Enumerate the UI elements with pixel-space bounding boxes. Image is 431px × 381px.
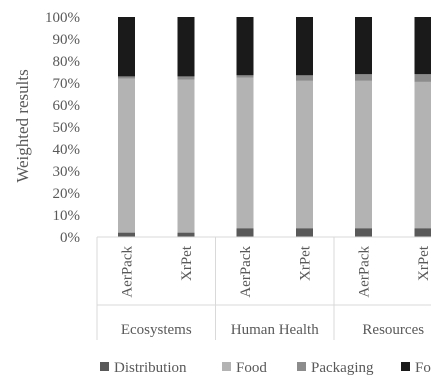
- x-group-label: Resources: [362, 322, 424, 338]
- y-tick-label: 60%: [53, 98, 81, 114]
- bar-segment-distribution: [177, 232, 195, 237]
- bar-segment-distribution: [414, 228, 431, 237]
- y-tick-label: 70%: [53, 76, 81, 92]
- y-tick-label: 20%: [53, 186, 81, 202]
- bar-segment-packaging: [296, 75, 313, 81]
- y-tick-label: 90%: [53, 32, 81, 48]
- bar-segment-food: [414, 81, 431, 229]
- bar-segment-food: [177, 79, 195, 233]
- legend-swatch: [100, 362, 109, 371]
- bar-segment-fo: [177, 17, 195, 77]
- x-category-label: XrPet: [416, 245, 431, 281]
- bar-segment-food: [296, 80, 313, 229]
- x-category-label: AerPack: [238, 246, 254, 298]
- bar-segment-packaging: [177, 76, 195, 80]
- y-tick-label: 30%: [53, 164, 81, 180]
- bar-segment-packaging: [355, 74, 372, 81]
- legend-swatch: [222, 362, 231, 371]
- x-group-label: Human Health: [231, 322, 319, 338]
- legend-swatch: [401, 362, 410, 371]
- bar-segment-food: [236, 77, 254, 229]
- y-tick-label: 50%: [53, 120, 81, 136]
- bar-segment-packaging: [414, 74, 431, 82]
- y-tick-label: 0%: [60, 230, 80, 246]
- bar-segment-distribution: [296, 228, 313, 237]
- y-axis-label: Weighted results: [13, 69, 32, 182]
- bar-segment-food: [118, 78, 135, 233]
- legend-label: Distribution: [114, 360, 187, 376]
- x-category-label: XrPet: [298, 245, 314, 281]
- legend-label: Packaging: [311, 360, 374, 376]
- bar-segment-distribution: [355, 228, 372, 237]
- bar-segment-fo: [296, 17, 313, 76]
- y-tick-label: 40%: [53, 142, 81, 158]
- legend-swatch: [297, 362, 306, 371]
- y-tick-label: 10%: [53, 208, 81, 224]
- legend-label: Fo: [415, 360, 431, 376]
- x-category-label: XrPet: [179, 245, 195, 281]
- y-tick-label: 100%: [45, 10, 80, 26]
- y-tick-label: 80%: [53, 54, 81, 70]
- bar-segment-fo: [355, 17, 372, 75]
- bar-segment-distribution: [118, 232, 135, 237]
- x-category-label: AerPack: [357, 246, 373, 298]
- bar-segment-fo: [414, 17, 431, 75]
- bar-segment-food: [355, 80, 372, 229]
- x-group-label: Ecosystems: [121, 322, 192, 338]
- legend-label: Food: [236, 360, 267, 376]
- x-category-label: AerPack: [120, 246, 136, 298]
- bar-segment-packaging: [236, 75, 254, 78]
- bar-segment-fo: [236, 17, 254, 76]
- bar-segment-fo: [118, 17, 135, 77]
- bar-segment-distribution: [236, 228, 254, 237]
- bar-segment-packaging: [118, 76, 135, 79]
